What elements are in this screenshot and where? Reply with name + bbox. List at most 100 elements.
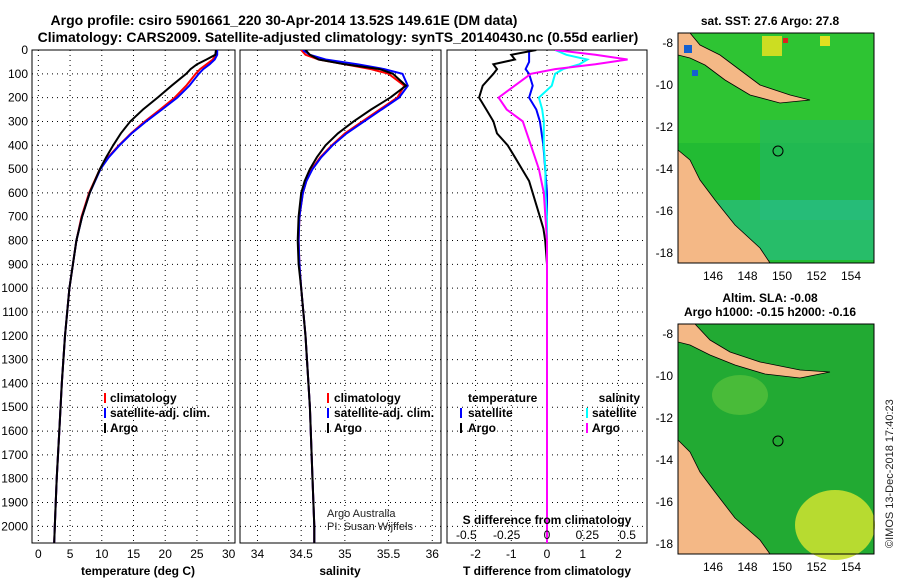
x-tick-label: 1 (579, 547, 586, 561)
depth-tick-label: 1800 (1, 472, 28, 486)
sla-map-title: Altim. SLA: -0.08 (722, 291, 818, 305)
x-tick-label: 2 (615, 547, 622, 561)
x-tick-label: 20 (159, 547, 173, 561)
s-difference-label: S difference from climatology (463, 513, 632, 527)
salinity-legend: climatology satellite-adj. clim. Argo (327, 391, 434, 435)
difference-panel: -2 -1 0 1 2 -0.5 -0.25 0 0.25 0.5 S difference f… (446, 49, 648, 578)
salinity-diff-ticks: -0.5 -0.25 0 0.25 0.5 (456, 528, 636, 542)
series-salinity-argo (497, 50, 628, 543)
salinity-grid (240, 50, 441, 543)
map-lon-label: 154 (841, 269, 861, 283)
x-tick-label: 34.5 (289, 547, 313, 561)
s-diff-tick-label: 0.25 (576, 528, 600, 542)
legend-argo: Argo (334, 421, 362, 435)
depth-tick-label: 1900 (1, 496, 28, 510)
figure-subtitle: Climatology: CARS2009. Satellite-adjuste… (38, 29, 639, 45)
sst-map: sat. SST: 27.6 Argo: 27.8 -8 -10 -12 -14 -16… (656, 14, 875, 283)
depth-tick-label: 300 (8, 114, 28, 128)
legend-satellite-swatch (104, 408, 106, 418)
legend-climatology-swatch (104, 393, 106, 403)
map-lat-label: -10 (656, 369, 674, 383)
map-lat-label: -12 (656, 411, 674, 425)
x-tick-label: 5 (67, 547, 74, 561)
legend-argo-swatch (104, 423, 106, 433)
map-lon-label: 152 (806, 560, 826, 574)
map-lat-label: -16 (656, 204, 674, 218)
sst-map-title: sat. SST: 27.6 Argo: 27.8 (701, 14, 840, 28)
depth-tick-label: 900 (8, 257, 28, 271)
legend-t-satellite-swatch (460, 408, 462, 418)
salinity-xlabel: salinity (319, 564, 361, 578)
temperature-panel: 0 5 10 15 20 25 30 temperature (deg C) climato… (31, 49, 236, 578)
legend-s-argo-swatch (586, 423, 588, 433)
temperature-x-ticks: 0 5 10 15 20 25 30 (35, 547, 236, 561)
sst-map-frame (677, 32, 875, 264)
temperature-axes-frame (31, 49, 236, 544)
sst-map-x-ticks: 146 148 150 152 154 (703, 269, 861, 283)
series-satellite-adj-clim- (297, 50, 409, 543)
difference-lines (478, 50, 628, 543)
sla-map-subtitle: Argo h1000: -0.15 h2000: -0.16 (684, 305, 856, 319)
legend-s-argo: Argo (592, 421, 620, 435)
x-tick-label: 0 (35, 547, 42, 561)
depth-axis: 0 100 200 300 400 500 600 700 800 900 1000 1100 1200… (1, 43, 28, 533)
difference-legend: temperature satellite Argo salinity sate… (460, 391, 640, 435)
s-diff-tick-label: -0.5 (456, 528, 477, 542)
depth-tick-label: 0 (21, 43, 28, 57)
depth-tick-label: 1500 (1, 400, 28, 414)
map-lat-label: -14 (656, 162, 674, 176)
credit-pi: PI: Susan Wijffels (327, 521, 413, 533)
sla-map-argo-location (772, 435, 784, 447)
s-diff-tick-label: 0.5 (619, 528, 636, 542)
depth-tick-label: 1300 (1, 353, 28, 367)
map-lon-label: 150 (772, 269, 792, 283)
depth-tick-label: 1600 (1, 424, 28, 438)
s-diff-tick-label: 0 (544, 528, 551, 542)
legend-climatology: climatology (110, 391, 177, 405)
x-tick-label: 15 (127, 547, 141, 561)
x-tick-label: 34 (251, 547, 265, 561)
difference-x-ticks: -2 -1 0 1 2 (470, 547, 622, 561)
depth-tick-label: 2000 (1, 519, 28, 533)
sla-map-frame (677, 323, 875, 555)
legend-t-satellite: satellite (468, 406, 513, 420)
legend-s-satellite: satellite (592, 406, 637, 420)
legend-satellite: satellite-adj. clim. (334, 406, 434, 420)
sst-map-land-north (677, 32, 811, 104)
salinity-panel: 34 34.5 35 35.5 36 salinity climatology sate… (239, 49, 442, 578)
legend-t-argo: Argo (468, 421, 496, 435)
legend-satellite-swatch (327, 408, 329, 418)
x-tick-label: 0 (544, 547, 551, 561)
sst-map-y-ticks: -8 -10 -12 -14 -16 -18 (656, 36, 674, 260)
legend-climatology-swatch (327, 393, 329, 403)
map-lon-label: 150 (772, 560, 792, 574)
imos-credit: ©IMOS 13-Dec-2018 17:40:23 (884, 399, 896, 548)
depth-tick-label: 1700 (1, 448, 28, 462)
map-lon-label: 148 (737, 269, 757, 283)
series-satellite-adj-clim- (53, 50, 219, 543)
x-tick-label: -2 (470, 547, 481, 561)
depth-tick-label: 700 (8, 210, 28, 224)
figure-title: Argo profile: csiro 5901661_220 30-Apr-2… (51, 12, 518, 28)
salinity-x-ticks: 34 34.5 35 35.5 36 (251, 547, 439, 561)
depth-tick-label: 1000 (1, 281, 28, 295)
legend-satellite: satellite-adj. clim. (110, 406, 210, 420)
depth-tick-label: 1100 (2, 305, 28, 319)
map-lon-label: 154 (841, 560, 861, 574)
t-difference-xlabel: T difference from climatology (463, 564, 631, 578)
sst-map-warm-patch-2 (820, 36, 830, 46)
map-lat-label: -16 (656, 495, 674, 509)
x-tick-label: 25 (190, 547, 204, 561)
map-lat-label: -18 (656, 246, 674, 260)
map-lat-label: -18 (656, 537, 674, 551)
map-lon-label: 148 (737, 560, 757, 574)
sst-map-argo-location (772, 145, 784, 157)
map-lon-label: 146 (703, 560, 723, 574)
x-tick-label: 10 (95, 547, 109, 561)
temperature-legend: climatology satellite-adj. clim. Argo (104, 391, 210, 435)
temperature-lines (53, 50, 219, 543)
legend-t-argo-swatch (460, 423, 462, 433)
series-argo (53, 50, 217, 543)
legend-temperature-title: temperature (468, 391, 538, 405)
